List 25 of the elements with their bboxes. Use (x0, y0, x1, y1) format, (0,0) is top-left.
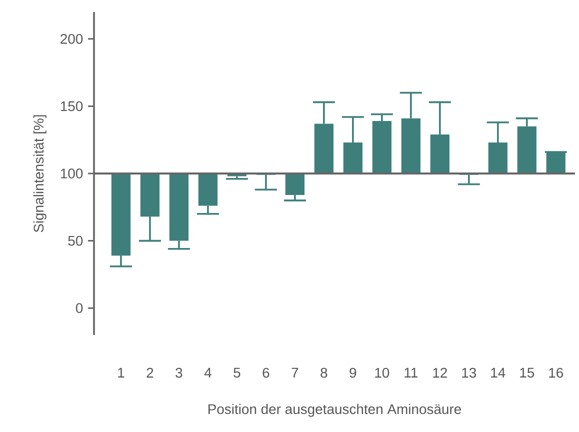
x-tick-label: 1 (118, 368, 124, 378)
x-tick-label: 7 (292, 368, 298, 378)
x-tick-label: 5 (234, 368, 240, 378)
x-tick-label: 11 (404, 368, 418, 378)
x-tick-label: 16 (549, 368, 564, 378)
y-tick-label: 100 (60, 168, 83, 178)
x-tick-label: 2 (146, 368, 154, 378)
y-tick-label: 200 (60, 34, 83, 44)
x-tick-label: 10 (375, 368, 390, 378)
x-tick-label: 3 (176, 368, 182, 378)
x-tick-label: 6 (262, 368, 270, 378)
x-tick-label: 15 (520, 368, 534, 378)
x-tick-label: 8 (320, 368, 328, 378)
x-tick-label: 12 (433, 368, 447, 378)
x-tick-label: 14 (491, 368, 506, 378)
x-tick-label: 13 (462, 368, 476, 378)
y-tick-label: 0 (76, 303, 83, 314)
bar (546, 152, 566, 174)
y-tick-label: 50 (68, 236, 83, 246)
x-tick-label: 4 (204, 368, 212, 378)
bar (285, 174, 304, 196)
x-axis-title: Position der ausgetauschten Aminosäure (208, 404, 461, 417)
y-tick-label: 150 (60, 101, 83, 112)
y-axis-title: Signalintensität [%] (33, 115, 46, 232)
x-tick-label: 9 (350, 368, 356, 378)
